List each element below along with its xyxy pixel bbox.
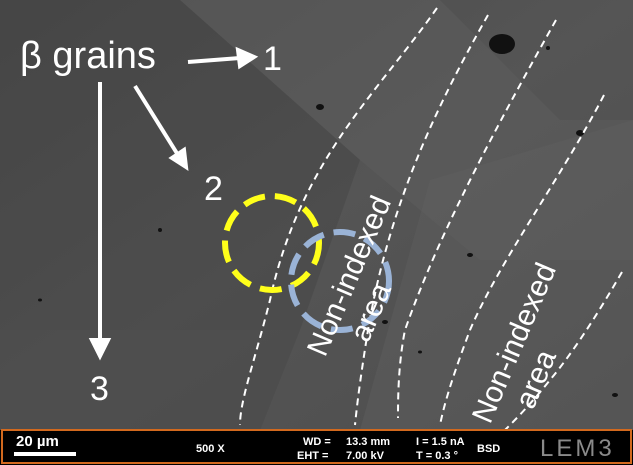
grain-boundaries: [239, 7, 623, 431]
wd-label: WD =: [303, 436, 331, 448]
arrow-head-2: [168, 146, 189, 171]
boundary-line-5: [504, 271, 623, 431]
arrows: [88, 46, 259, 361]
arrow-head-1: [235, 46, 259, 70]
grain-3-label: 3: [90, 370, 109, 408]
arrow-to-1: [187, 56, 241, 64]
magnification: 500 X: [196, 443, 225, 455]
grain-2-label: 2: [204, 170, 223, 208]
grain-region-3: [360, 120, 633, 430]
beta-grains-label: β grains: [20, 35, 156, 77]
yellow-dashed-circle: [222, 193, 322, 293]
eht-value: 7.00 kV: [346, 450, 385, 462]
pores: [38, 34, 618, 397]
eht-label: EHT =: [297, 450, 328, 462]
grain-region-1: [180, 0, 633, 260]
wd-value: 13.3 mm: [346, 436, 390, 448]
grain-region-4: [0, 330, 300, 430]
boundary-line-3: [397, 19, 557, 419]
arrow-to-2: [133, 84, 180, 157]
detector: BSD: [477, 443, 500, 455]
blue-dashed-circle: [288, 229, 392, 333]
tilt: T = 0.3 °: [416, 450, 458, 462]
probe-current: I = 1.5 nA: [416, 436, 465, 448]
boundary-line-2: [354, 14, 489, 426]
arrow-head-3: [88, 338, 112, 361]
info-bar: [1, 429, 632, 464]
grain-1-label: 1: [263, 40, 282, 78]
scale-label: 20 µm: [16, 433, 59, 450]
lem3-logo: LEM3: [540, 435, 615, 462]
boundary-line-1: [239, 7, 438, 426]
